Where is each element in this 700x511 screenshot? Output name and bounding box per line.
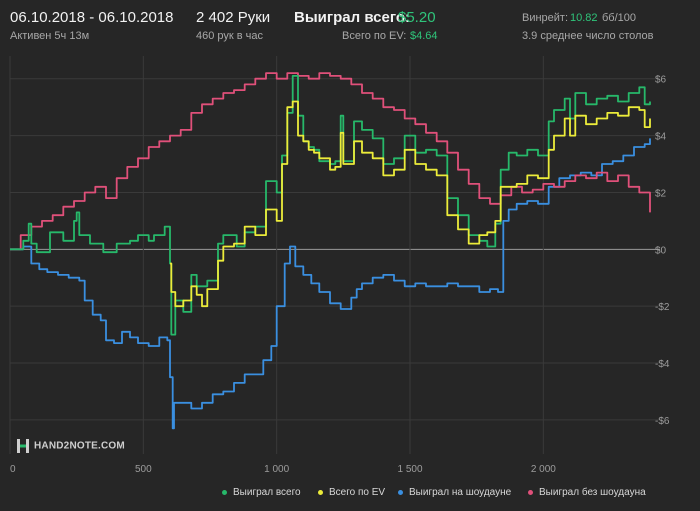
showdown-line [10, 138, 651, 430]
legend-item-ev[interactable]: Всего по EV [318, 487, 385, 503]
x-tick-label: 1 000 [264, 464, 289, 475]
x-tick-label: 2 000 [531, 464, 556, 475]
y-tick-label: $6 [655, 75, 667, 86]
x-tick-label: 0 [10, 464, 16, 475]
x-tick-label: 500 [135, 464, 152, 475]
stats-header: 06.10.2018 - 06.10.2018 Активен 5ч 13м 2… [0, 0, 700, 50]
brand-logo: HAND2NOTE.COM [16, 438, 125, 454]
y-tick-label: -$4 [655, 359, 670, 370]
y-tick-label: $0 [655, 245, 667, 256]
y-tick-label: -$2 [655, 302, 670, 313]
y-tick-label: -$6 [655, 416, 670, 427]
ev-line [170, 100, 651, 308]
total-ev-label: Всего по EV: [342, 30, 407, 42]
legend-label: Выиграл без шоудауна [539, 487, 646, 498]
won-total-label: Выиграл всего: [294, 9, 411, 26]
winrate-unit: бб/100 [602, 12, 637, 24]
legend-label: Выиграл всего [233, 487, 301, 498]
legend-label: Выиграл на шоудауне [409, 487, 512, 498]
legend-item-won-total[interactable]: Выиграл всего [222, 487, 301, 503]
hands-per-hour: 460 рук в час [196, 30, 264, 42]
non-showdown-line [10, 72, 651, 251]
logo-mark-icon [17, 439, 29, 453]
winrate-label: Винрейт: [522, 12, 569, 24]
legend-dot-icon [222, 489, 227, 495]
avg-tables: 3.9 среднее число столов [522, 30, 654, 42]
legend-dot-icon [318, 489, 323, 495]
legend-item-showdown[interactable]: Выиграл на шоудауне [398, 487, 511, 503]
legend-item-non-showdown[interactable]: Выиграл без шоудауна [528, 487, 646, 503]
legend-dot-icon [528, 489, 533, 495]
graph-area: $6 $4 $2 $0 -$2 -$4 -$6 0 500 1 000 1 500 2 000 [9, 56, 670, 475]
legend-label: Всего по EV [329, 487, 386, 498]
legend-dot-icon [398, 489, 403, 495]
date-range: 06.10.2018 - 06.10.2018 [10, 9, 174, 26]
total-ev-value: $4.64 [410, 30, 438, 42]
logo-text: HAND2NOTE.COM [34, 440, 125, 452]
won-total-value: $5.20 [398, 9, 436, 26]
winrate-value: 10.82 [570, 12, 598, 24]
y-tick-label: $4 [655, 132, 667, 143]
active-time: Активен 5ч 13м [10, 30, 90, 42]
y-tick-label: $2 [655, 188, 667, 199]
hands-count: 2 402 Руки [196, 9, 271, 26]
x-tick-label: 1 500 [397, 464, 422, 475]
